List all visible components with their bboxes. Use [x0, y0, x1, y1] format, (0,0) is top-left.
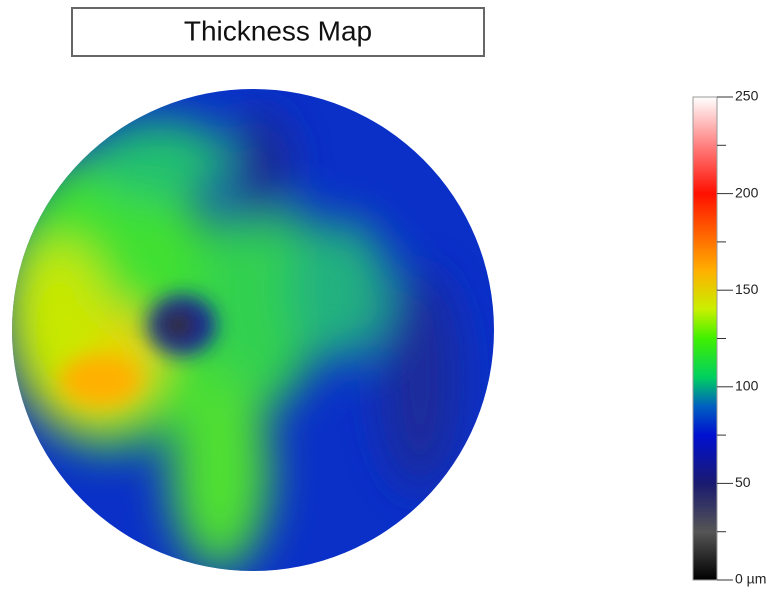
colorbar-tick-label: 150 [735, 281, 759, 297]
colorbar [692, 96, 718, 581]
title-box [71, 7, 485, 57]
colorbar-tick-label: 100 [735, 378, 759, 394]
thickness-map [12, 89, 494, 571]
chart-title: Thickness Map [184, 15, 372, 46]
colorbar-tick-label: 200 [735, 184, 759, 200]
colorbar-tick-label: 50 [735, 474, 751, 490]
colorbar-tick-label: 0 µm [735, 571, 766, 587]
colorbar-tick-label: 250 [735, 88, 759, 104]
